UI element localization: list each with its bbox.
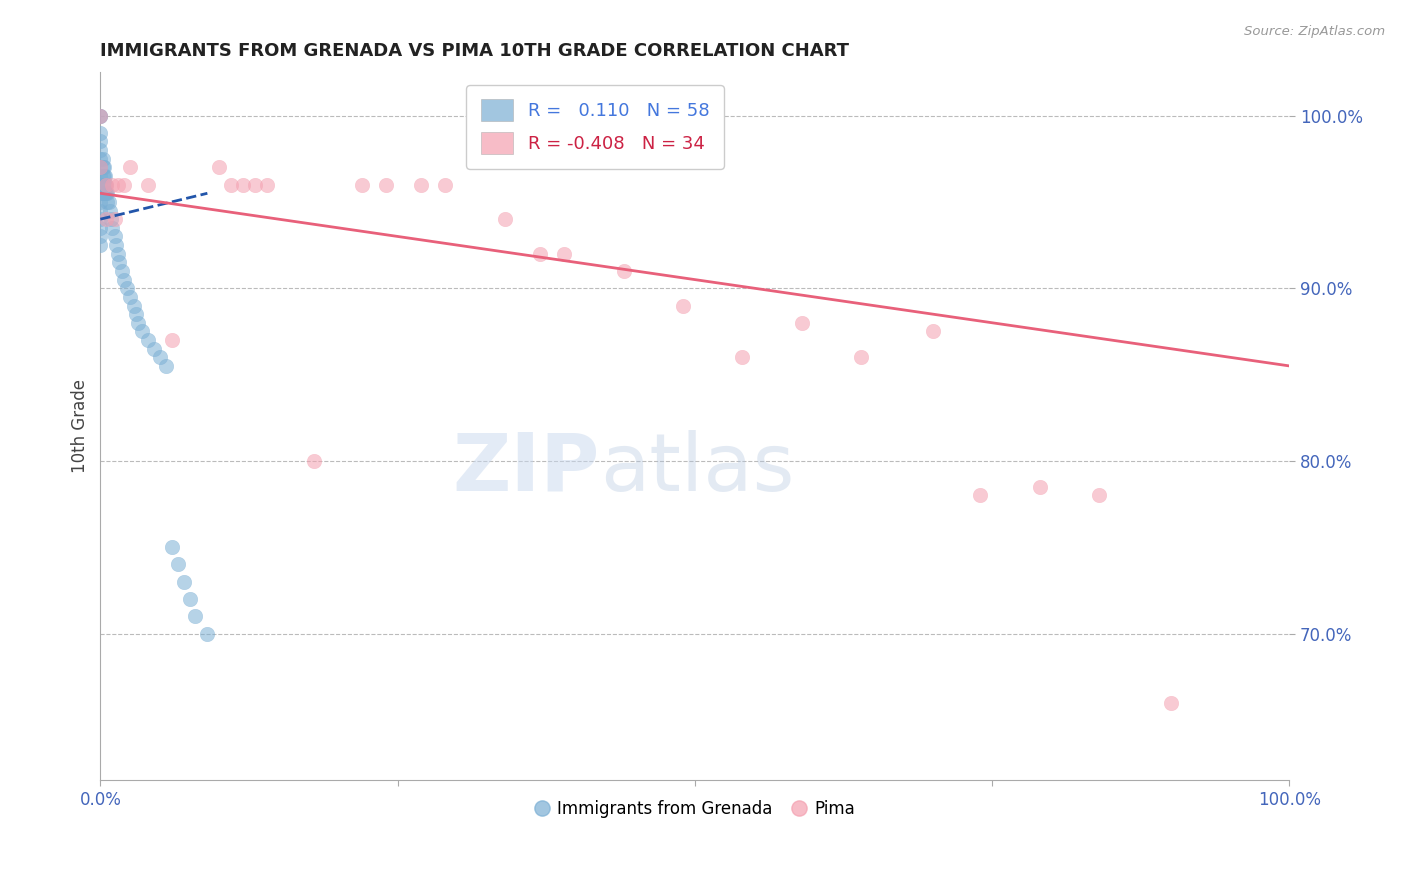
Point (115, 281, 138, 295)
Point (434, 178, 457, 192)
Point (1029, 480, 1052, 494)
Point (179, 592, 201, 607)
Point (127, 316, 149, 330)
Point (120, 161, 142, 175)
Text: atlas: atlas (600, 430, 794, 508)
Point (232, 178, 254, 192)
Point (411, 178, 433, 192)
Point (94, 186, 117, 201)
Point (672, 298, 695, 312)
Point (91, 161, 114, 175)
Point (96, 212, 118, 227)
Point (790, 316, 813, 330)
Point (111, 264, 134, 278)
Point (160, 540, 183, 554)
Point (243, 178, 266, 192)
Point (529, 246, 551, 260)
Point (89, 169, 111, 183)
Point (91, 169, 114, 183)
Point (851, 351, 873, 365)
Point (96, 186, 118, 201)
Point (112, 178, 135, 192)
Point (173, 574, 195, 589)
Point (101, 220, 124, 235)
Point (142, 342, 165, 356)
Point (89, 212, 111, 227)
Point (94, 178, 117, 192)
Point (731, 351, 754, 365)
Point (89, 161, 111, 175)
Point (553, 246, 575, 260)
Point (108, 255, 131, 269)
Text: Source: ZipAtlas.com: Source: ZipAtlas.com (1244, 25, 1385, 38)
Point (91, 152, 114, 166)
Point (89, 109, 111, 123)
Point (96, 194, 118, 209)
Point (89, 161, 111, 175)
Text: IMMIGRANTS FROM GRENADA VS PIMA 10TH GRADE CORRELATION CHART: IMMIGRANTS FROM GRENADA VS PIMA 10TH GRA… (100, 42, 849, 60)
Text: ZIP: ZIP (453, 430, 600, 508)
Point (1088, 488, 1111, 502)
Point (131, 325, 153, 339)
Point (120, 290, 142, 304)
Point (256, 178, 278, 192)
Point (304, 454, 326, 468)
Point (112, 272, 135, 286)
Point (96, 178, 118, 192)
Point (350, 178, 373, 192)
Point (89, 194, 111, 209)
Point (97, 194, 120, 209)
Point (149, 351, 172, 365)
Point (93, 178, 115, 192)
Point (155, 359, 177, 373)
Point (93, 186, 115, 201)
Point (89, 203, 111, 218)
Point (122, 298, 145, 312)
Point (89, 109, 111, 123)
Point (104, 238, 127, 252)
Point (160, 333, 183, 347)
Point (89, 229, 111, 244)
Point (107, 246, 129, 260)
Point (208, 161, 231, 175)
Point (89, 135, 111, 149)
Point (195, 626, 218, 640)
Point (125, 307, 148, 321)
Point (184, 609, 207, 624)
Point (89, 186, 111, 201)
Point (89, 143, 111, 157)
Point (219, 178, 242, 192)
Point (921, 325, 943, 339)
Point (98, 203, 121, 218)
Point (136, 333, 159, 347)
Point (374, 178, 396, 192)
Point (89, 126, 111, 140)
Y-axis label: 10th Grade: 10th Grade (72, 379, 89, 474)
Point (494, 212, 516, 227)
Point (101, 178, 124, 192)
Legend: Immigrants from Grenada, Pima: Immigrants from Grenada, Pima (529, 794, 862, 825)
Point (96, 178, 118, 192)
Point (612, 264, 634, 278)
Point (107, 178, 129, 192)
Point (89, 238, 111, 252)
Point (89, 220, 111, 235)
Point (969, 488, 991, 502)
Point (94, 169, 117, 183)
Point (89, 109, 111, 123)
Point (104, 212, 127, 227)
Point (104, 229, 127, 244)
Point (89, 178, 111, 192)
Point (93, 169, 115, 183)
Point (166, 558, 188, 572)
Point (91, 186, 114, 201)
Point (100, 212, 122, 227)
Point (1160, 696, 1182, 710)
Point (91, 178, 114, 192)
Point (136, 178, 159, 192)
Point (93, 161, 115, 175)
Point (89, 152, 111, 166)
Point (96, 186, 118, 201)
